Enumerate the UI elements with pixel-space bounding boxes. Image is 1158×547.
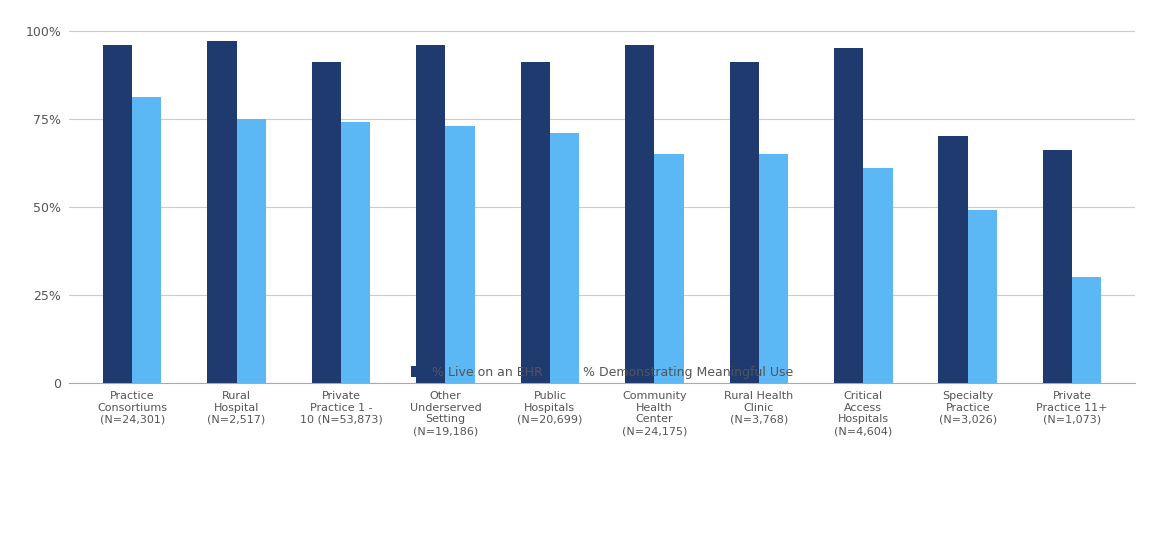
Bar: [416, 45, 446, 383]
Bar: [342, 122, 371, 383]
Bar: [968, 210, 997, 383]
Bar: [625, 45, 654, 383]
Bar: [1072, 277, 1101, 383]
Bar: [132, 97, 161, 383]
Bar: [938, 136, 968, 383]
Bar: [1043, 150, 1072, 383]
Bar: [236, 119, 266, 383]
Bar: [730, 62, 758, 383]
Bar: [103, 45, 132, 383]
Bar: [550, 133, 579, 383]
Bar: [654, 154, 683, 383]
Bar: [312, 62, 342, 383]
Bar: [863, 168, 893, 383]
Bar: [521, 62, 550, 383]
Bar: [207, 41, 236, 383]
Bar: [446, 126, 475, 383]
Bar: [834, 48, 863, 383]
Bar: [758, 154, 789, 383]
Legend: % Live on an EHR, % Demonstrating Meaningful Use: % Live on an EHR, % Demonstrating Meanin…: [406, 361, 798, 384]
